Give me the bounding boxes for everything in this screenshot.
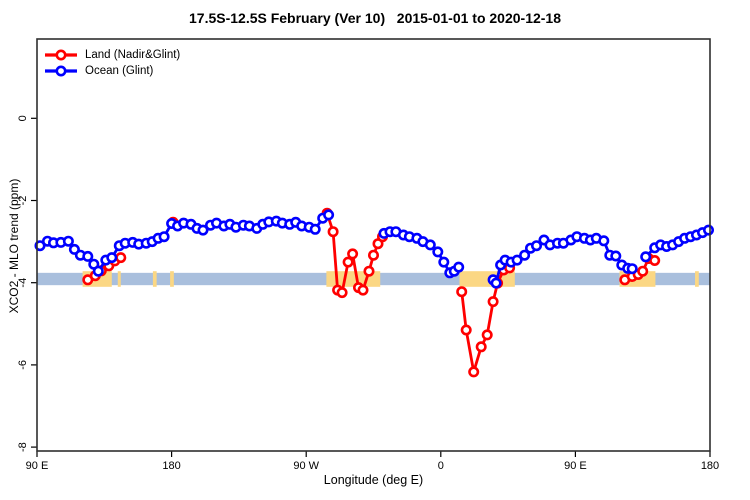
x-tick-label: 180	[162, 460, 180, 472]
ocean-data-point	[438, 256, 450, 268]
land-data-point	[327, 226, 339, 238]
land-data-point	[481, 329, 493, 341]
land-data-point	[649, 254, 661, 266]
legend-item-ocean: Ocean (Glint)	[44, 63, 180, 79]
y-tick-label: 0	[17, 115, 29, 121]
land-series-line-marker-icon	[45, 49, 77, 61]
land-data-point	[475, 341, 487, 353]
x-tick-label: 90 W	[293, 460, 319, 472]
land-data-point	[357, 284, 369, 296]
x-tick-label: 90 E	[26, 460, 49, 472]
x-tick-label: 0	[438, 460, 444, 472]
ocean-data-point	[598, 235, 610, 247]
land-longitude-highlight	[170, 271, 174, 287]
ocean-data-point	[323, 209, 335, 221]
ocean-data-point	[82, 250, 94, 262]
legend: Land (Nadir&Glint) Ocean (Glint)	[44, 47, 180, 79]
ocean-data-point	[519, 249, 531, 261]
land-data-point	[363, 265, 375, 277]
ocean-data-point	[530, 240, 542, 252]
land-data-point	[487, 296, 499, 308]
land-longitude-highlight	[152, 271, 157, 287]
y-tick-label: -6	[17, 360, 29, 370]
y-tick-label: -4	[17, 278, 29, 288]
x-tick-label: 180	[701, 460, 719, 472]
land-data-point	[637, 265, 649, 277]
ocean-data-point	[424, 239, 436, 251]
ocean-data-point	[702, 224, 714, 236]
ocean-data-point	[62, 235, 74, 247]
y-tick-label: -8	[17, 442, 29, 452]
ocean-data-point	[197, 224, 209, 236]
land-data-point	[456, 286, 468, 298]
land-data-point	[347, 248, 359, 260]
ocean-data-point	[626, 263, 638, 275]
legend-item-land: Land (Nadir&Glint)	[44, 47, 180, 63]
legend-label-ocean: Ocean (Glint)	[85, 65, 154, 77]
chart-title: 17.5S-12.5S February (Ver 10) 2015-01-01…	[189, 10, 561, 26]
ocean-data-point	[432, 246, 444, 258]
land-data-point	[336, 287, 348, 299]
ocean-data-point	[158, 231, 170, 243]
plot-border	[36, 38, 711, 452]
land-data-point	[367, 249, 379, 261]
ocean-data-point	[92, 265, 104, 277]
ocean-series-line-marker-icon	[45, 65, 77, 77]
land-data-point	[342, 256, 354, 268]
ocean-data-point	[309, 223, 321, 235]
ocean-data-point	[453, 261, 465, 273]
ocean-data-point	[106, 252, 118, 264]
y-axis-title: XCO2 - MLO trend (ppm)	[7, 178, 21, 314]
legend-label-land: Land (Nadir&Glint)	[85, 49, 181, 61]
ocean-data-point	[610, 250, 622, 262]
ocean-data-point	[490, 277, 502, 289]
land-data-point	[460, 324, 472, 336]
land-longitude-highlight	[117, 271, 121, 287]
ocean-data-point	[640, 251, 652, 263]
y-tick-label: -2	[17, 196, 29, 206]
land-data-point	[115, 252, 127, 264]
land-longitude-highlight	[695, 271, 699, 287]
land-data-point	[468, 366, 480, 378]
x-axis-title: Longitude (deg E)	[323, 473, 424, 487]
x-tick-label: 90 E	[564, 460, 587, 472]
ocean-data-point	[34, 240, 46, 252]
ocean-data-point	[511, 254, 523, 266]
